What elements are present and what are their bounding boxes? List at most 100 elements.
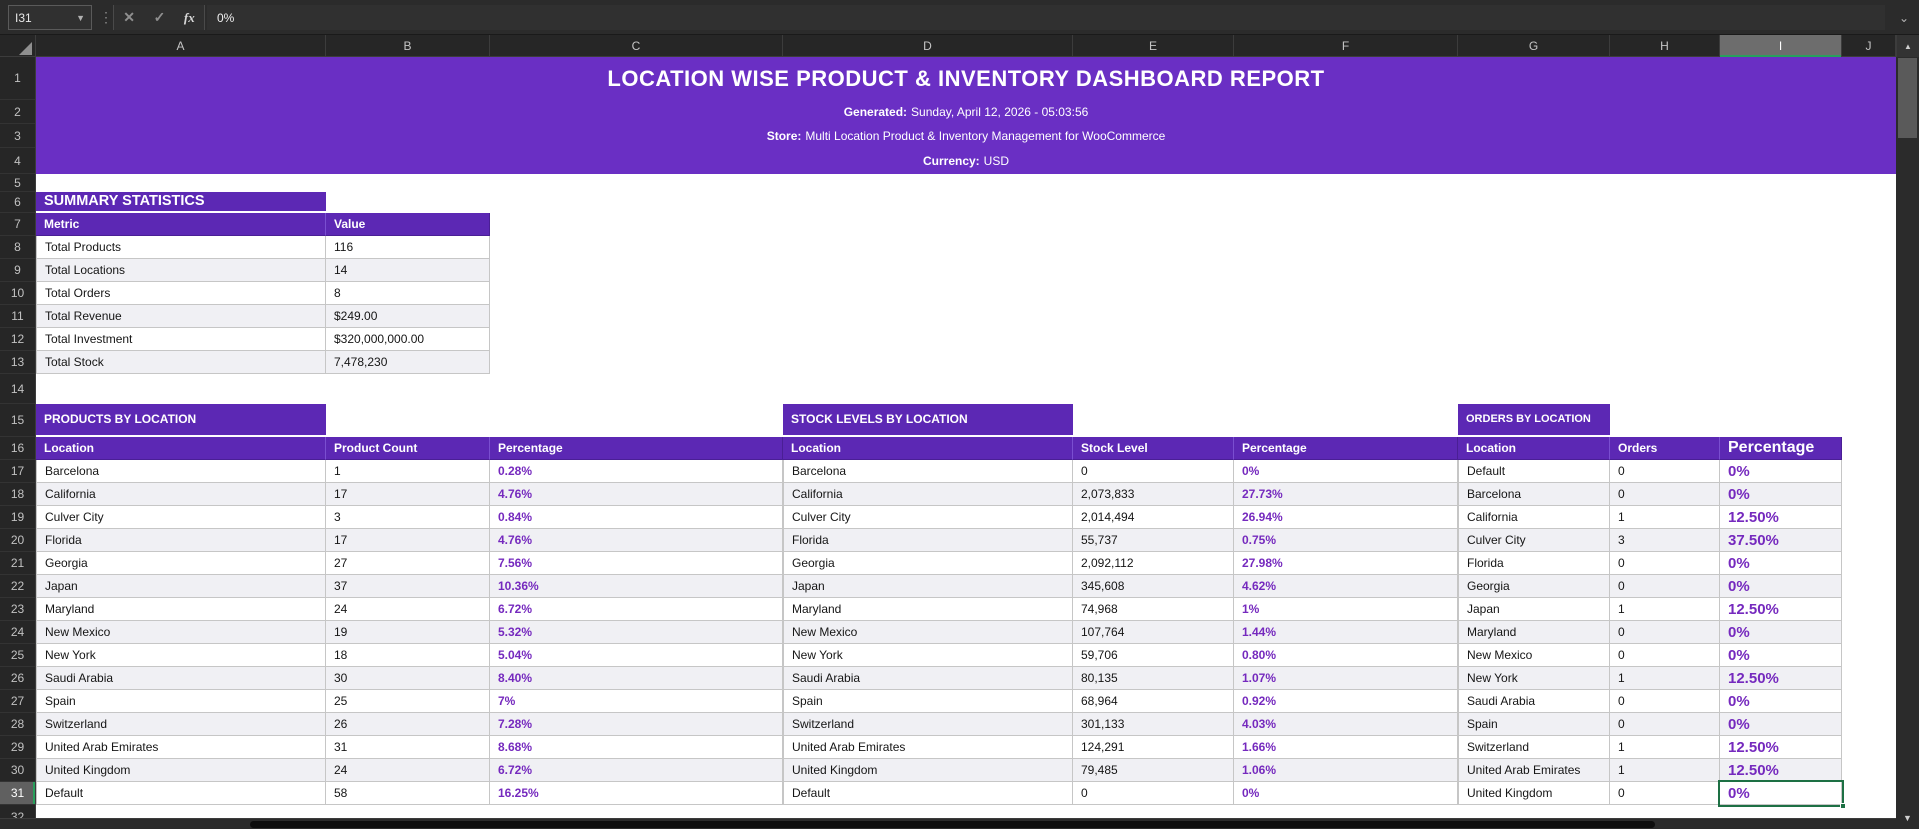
table-cell[interactable]: 26 [326,713,490,736]
table-cell[interactable]: Default [36,782,326,805]
table-cell[interactable]: 1 [1610,736,1720,759]
table-cell[interactable]: 4.62% [1234,575,1458,598]
row-header-21[interactable]: 21 [0,552,35,575]
table-cell[interactable]: 26.94% [1234,506,1458,529]
table-cell[interactable]: Total Stock [36,351,326,374]
table-cell[interactable]: 8 [326,282,490,305]
column-header-E[interactable]: E [1073,35,1234,57]
orders_table-header-location[interactable]: Location [1458,437,1610,460]
row-header-13[interactable]: 13 [0,351,35,374]
row-header-26[interactable]: 26 [0,667,35,690]
table-cell[interactable]: 12.50% [1720,506,1842,529]
table-cell[interactable]: 1 [1610,598,1720,621]
table-cell[interactable]: Japan [36,575,326,598]
table-cell[interactable]: 0 [1073,782,1234,805]
table-cell[interactable]: 7.28% [490,713,783,736]
table-cell[interactable]: California [1458,506,1610,529]
table-cell[interactable]: 17 [326,529,490,552]
table-cell[interactable]: 1 [1610,667,1720,690]
table-cell[interactable]: 7,478,230 [326,351,490,374]
table-cell[interactable]: 0 [1610,690,1720,713]
orders_table-header-orders[interactable]: Orders [1610,437,1720,460]
table-cell[interactable]: Total Locations [36,259,326,282]
row-header-14[interactable]: 14 [0,374,35,404]
table-cell[interactable]: 7.56% [490,552,783,575]
table-cell[interactable]: United Arab Emirates [1458,759,1610,782]
table-cell[interactable]: 18 [326,644,490,667]
row-header-17[interactable]: 17 [0,460,35,483]
products_table-header-location[interactable]: Location [36,437,326,460]
column-header-G[interactable]: G [1458,35,1610,57]
table-cell[interactable]: 0% [1720,782,1842,805]
summary-header-value[interactable]: Value [326,213,490,236]
table-cell[interactable]: Saudi Arabia [1458,690,1610,713]
scroll-up-icon[interactable]: ▲ [1896,35,1919,57]
table-cell[interactable]: 19 [326,621,490,644]
table-cell[interactable]: United Kingdom [36,759,326,782]
horizontal-scrollbar-thumb[interactable] [250,821,1655,828]
table-cell[interactable]: 0 [1073,460,1234,483]
column-header-D[interactable]: D [783,35,1073,57]
table-cell[interactable]: 0.28% [490,460,783,483]
vertical-scrollbar[interactable] [1896,57,1919,807]
row-header-19[interactable]: 19 [0,506,35,529]
table-cell[interactable]: Switzerland [783,713,1073,736]
table-cell[interactable]: Barcelona [36,460,326,483]
summary-title[interactable]: SUMMARY STATISTICS [36,192,326,213]
table-cell[interactable]: 0 [1610,713,1720,736]
row-header-8[interactable]: 8 [0,236,35,259]
table-cell[interactable]: 37.50% [1720,529,1842,552]
table-cell[interactable]: 301,133 [1073,713,1234,736]
table-cell[interactable]: 24 [326,598,490,621]
table-cell[interactable]: New York [783,644,1073,667]
table-cell[interactable]: 0.84% [490,506,783,529]
table-cell[interactable]: 0% [1720,713,1842,736]
scroll-down-icon[interactable]: ▼ [1896,807,1919,829]
table-cell[interactable]: 8.40% [490,667,783,690]
table-cell[interactable]: 5.04% [490,644,783,667]
column-header-H[interactable]: H [1610,35,1720,57]
stock_table-header-percentage[interactable]: Percentage [1234,437,1458,460]
table-cell[interactable]: Total Products [36,236,326,259]
row-header-5[interactable]: 5 [0,174,35,192]
table-cell[interactable]: 0% [1234,460,1458,483]
horizontal-scrollbar[interactable] [0,818,1896,829]
row-header-31[interactable]: 31 [0,782,35,805]
table-cell[interactable]: 68,964 [1073,690,1234,713]
table-cell[interactable]: Switzerland [1458,736,1610,759]
table-cell[interactable]: 0% [1720,460,1842,483]
table-cell[interactable]: Spain [36,690,326,713]
table-cell[interactable]: 27 [326,552,490,575]
formula-bar-expand-icon[interactable]: ⌄ [1898,10,1910,25]
stock_table-title[interactable]: STOCK LEVELS BY LOCATION [783,404,1073,437]
row-header-2[interactable]: 2 [0,100,35,124]
table-cell[interactable]: 0 [1610,782,1720,805]
table-cell[interactable]: 27.98% [1234,552,1458,575]
table-cell[interactable]: 0% [1720,690,1842,713]
table-cell[interactable]: Japan [783,575,1073,598]
table-cell[interactable]: New Mexico [783,621,1073,644]
table-cell[interactable]: 2,092,112 [1073,552,1234,575]
table-cell[interactable]: 24 [326,759,490,782]
row-header-12[interactable]: 12 [0,328,35,351]
column-header-F[interactable]: F [1234,35,1458,57]
row-header-6[interactable]: 6 [0,192,35,213]
table-cell[interactable]: Barcelona [783,460,1073,483]
table-cell[interactable]: 58 [326,782,490,805]
function-icon[interactable]: fx [183,9,195,25]
table-cell[interactable]: Georgia [36,552,326,575]
table-cell[interactable]: 0% [1720,575,1842,598]
row-header-20[interactable]: 20 [0,529,35,552]
name-box-dropdown-icon[interactable]: ▼ [76,12,85,23]
table-cell[interactable]: 6.72% [490,598,783,621]
table-cell[interactable]: Maryland [36,598,326,621]
table-cell[interactable]: 0 [1610,483,1720,506]
table-cell[interactable]: 0% [1720,621,1842,644]
row-header-30[interactable]: 30 [0,759,35,782]
row-header-23[interactable]: 23 [0,598,35,621]
table-cell[interactable]: 0% [1720,552,1842,575]
formula-input[interactable]: 0% [207,5,1885,30]
table-cell[interactable]: 107,764 [1073,621,1234,644]
select-all-corner[interactable] [0,35,36,57]
table-cell[interactable]: Barcelona [1458,483,1610,506]
